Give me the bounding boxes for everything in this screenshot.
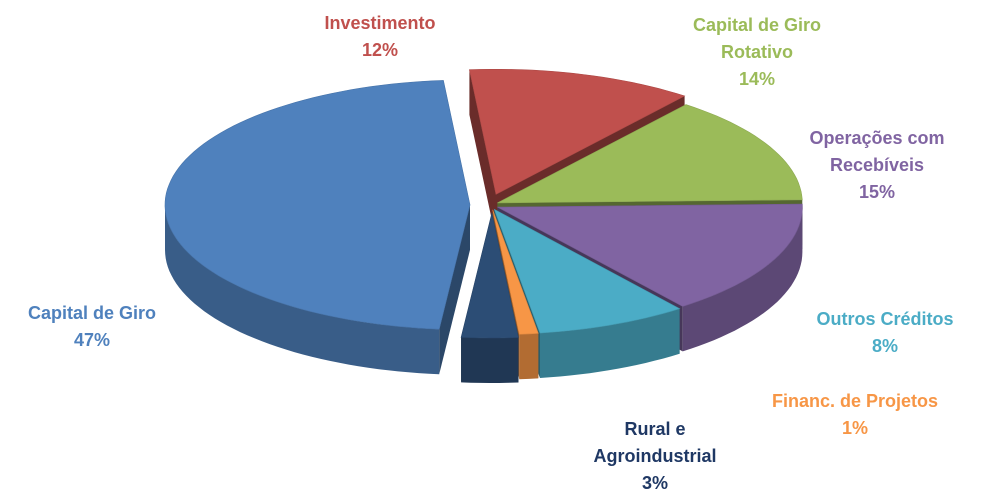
category-name: Capital de Giro: [27, 303, 157, 323]
slice-wall: [165, 204, 440, 375]
slice-wall: [461, 337, 519, 383]
slice-wall: [519, 333, 539, 380]
value-label: 3%: [641, 473, 668, 493]
slice-label: Capital de Giro Rotativo 14%: [672, 12, 842, 93]
slice: [460, 212, 519, 339]
value-label: 47%: [73, 330, 111, 350]
slice-label: Operações com Recebíveis 15%: [792, 125, 962, 206]
slice: [164, 80, 471, 330]
slice-label: Financ. de Projetos 1%: [772, 388, 938, 442]
category-name: Capital de Giro Rotativo: [692, 15, 822, 62]
slice-label: Capital de Giro 47%: [28, 300, 156, 354]
value-label: 1%: [841, 418, 869, 438]
value-label: 15%: [858, 182, 896, 202]
category-name: Investimento: [324, 13, 436, 33]
category-name: Operações com Recebíveis: [809, 128, 945, 175]
category-name: Rural e Agroindustrial: [593, 419, 717, 466]
value-label: 12%: [361, 40, 399, 60]
slice: [492, 209, 539, 335]
slice-side: [469, 69, 496, 240]
slice-label: Investimento 12%: [324, 10, 435, 64]
value-label: 14%: [738, 69, 776, 89]
slice: [469, 69, 686, 195]
slice: [497, 104, 803, 204]
slice-wall: [682, 207, 803, 352]
slice-wall: [540, 308, 680, 378]
slice: [493, 208, 681, 334]
slice-side: [439, 204, 470, 375]
category-name: Financ. de Projetos: [771, 391, 939, 411]
slice: [497, 203, 803, 307]
slice-label: Rural e Agroindustrial 3%: [570, 416, 740, 497]
value-label: 8%: [871, 336, 899, 356]
category-name: Outros Créditos: [816, 309, 954, 329]
slice-label: Outros Créditos 8%: [816, 306, 953, 360]
